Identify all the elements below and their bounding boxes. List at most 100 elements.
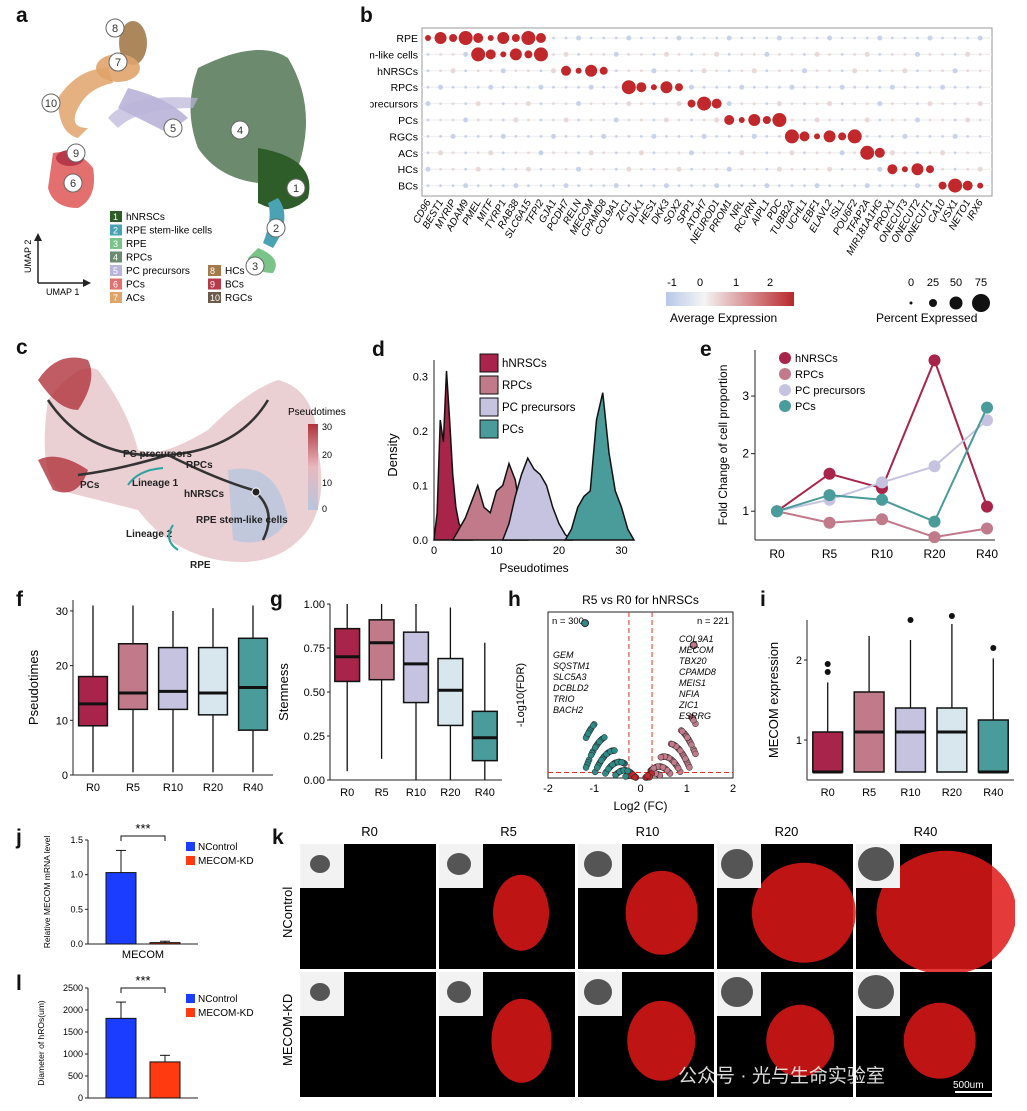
dotplot-dot [702,53,706,56]
dotplot-dot [715,36,719,40]
dotplot-dot [890,53,894,56]
dotplot-dot [539,184,543,188]
dotplot-dot [464,151,468,155]
dotplot-dot [552,53,555,56]
dotplot-dot [740,184,744,188]
dotplot-dot [426,151,430,155]
h-x-tick: 1 [684,783,690,795]
svg-text:5: 5 [170,123,176,135]
dotplot-dot [977,182,984,189]
svg-text:25: 25 [927,277,939,289]
dotplot-dot [928,53,932,56]
dotplot-dot [524,50,533,59]
dotplot-dot [715,69,719,73]
dotplot-dot [926,165,934,174]
h-gene-right: ZIC1 [678,700,699,710]
dotplot-dot [652,102,656,105]
dotplot-dot [690,69,693,73]
d-legend-swatch [479,375,499,395]
dotplot-dot [614,102,618,105]
h-y-label: -Log10(FDR) [515,663,527,727]
k-row-mecomkd: MECOM-KD [280,994,295,1066]
dotplot-dot [451,85,455,89]
h-gene-left: BACH2 [553,705,583,715]
dotplot-dot [903,102,907,105]
dotplot-dot [589,53,593,56]
h-gene-right: CPAMD8 [679,667,716,677]
dotplot-dot [853,36,857,40]
dotplot-dot [827,101,833,107]
dotplot-dot [874,147,885,158]
dotplot-dot [903,118,907,122]
legend-swatch-5 [110,265,122,276]
dotplot-dot [601,133,607,139]
k-organoid-signal [903,1002,976,1079]
dotplot-dot [764,51,770,57]
label-pcs: PCs [80,480,100,491]
h-x-tick: -1 [589,783,599,795]
legend-swatch-6 [110,278,122,290]
dotplot-dot [914,117,920,123]
dotplot-dot [878,85,882,89]
dotplot-dot [602,184,606,188]
dotplot-dot [952,133,958,139]
dotplot-dot [665,69,668,73]
h-point [657,753,665,761]
k-col-label: R0 [361,824,378,839]
dotplot-dot [501,85,505,89]
d-y-tick: 0.2 [413,426,428,438]
dotplot-dot [840,53,844,56]
legend-label: RGCs [225,293,252,304]
dotplot-dot [702,167,706,171]
panel-j-barchart: 1.5 1.0 0.5 0.0 NControl MECOM-KD *** Relative … [42,821,254,960]
dotplot-dot [739,84,745,90]
panel-c-trajectory: PC precursors RPCs PCs Lineage 1 hNRSCs … [38,357,346,571]
e-x-tick: R40 [976,547,998,561]
k-brightfield-organoid [310,855,330,873]
l-bar-mecom-kd [149,1061,181,1099]
dotplot-dot [489,167,493,171]
dotplot-dot [752,167,756,171]
dotplot-dot [865,167,869,171]
panel-g-letter: g [270,588,283,611]
e-point [981,500,993,513]
panel-h-letter: h [508,588,521,611]
dotplot-dot [702,184,706,188]
d-legend-swatch [479,419,499,439]
dotplot-dot [589,184,593,188]
j-legend-swatch [186,842,195,851]
i-outlier [824,669,831,675]
dotplot-dot [839,150,845,156]
e-legend-label: hNRSCs [795,353,838,365]
j-x-label: MECOM [122,949,164,960]
dotplot-dot [627,184,631,188]
h-point [598,757,605,764]
dotplot-dot [652,36,656,40]
dotplot-dot [701,133,707,139]
panel-a-umap: 1 2 3 4 5 6 7 8 9 10 UMAP 2 UMAP 1 1 hNRS… [23,18,310,304]
dotplot-dot [613,183,619,189]
panel-i-letter: i [760,588,766,611]
dotplot-dot [966,135,970,138]
dotplot-dot [887,164,898,175]
svg-text:7: 7 [115,57,121,69]
dotplot-dot [514,167,518,171]
dotplot-dot [458,31,473,45]
panel-l-barchart: 2500 2000 1500 1000 500 0 NControl MECOM-KD *** D… [36,973,254,1103]
legend-num: 3 [113,239,118,249]
d-legend-swatch [479,353,499,373]
dotplot-dot [916,36,919,40]
dotplot-dot [953,167,957,171]
dotplot-dot [426,53,430,56]
l-sig: *** [135,973,150,988]
dotplot-dot [828,53,831,56]
dotplot-dot [966,85,970,89]
e-y-tick: 3 [742,389,749,403]
panel-b-letter: b [360,4,373,27]
g-y-label: Stemness [276,663,291,721]
dotplot-dot [652,53,656,56]
svg-text:30: 30 [322,422,332,432]
dotplot-dot [953,102,957,105]
dotplot-dot [563,51,569,57]
dotplot-dot [714,183,720,189]
